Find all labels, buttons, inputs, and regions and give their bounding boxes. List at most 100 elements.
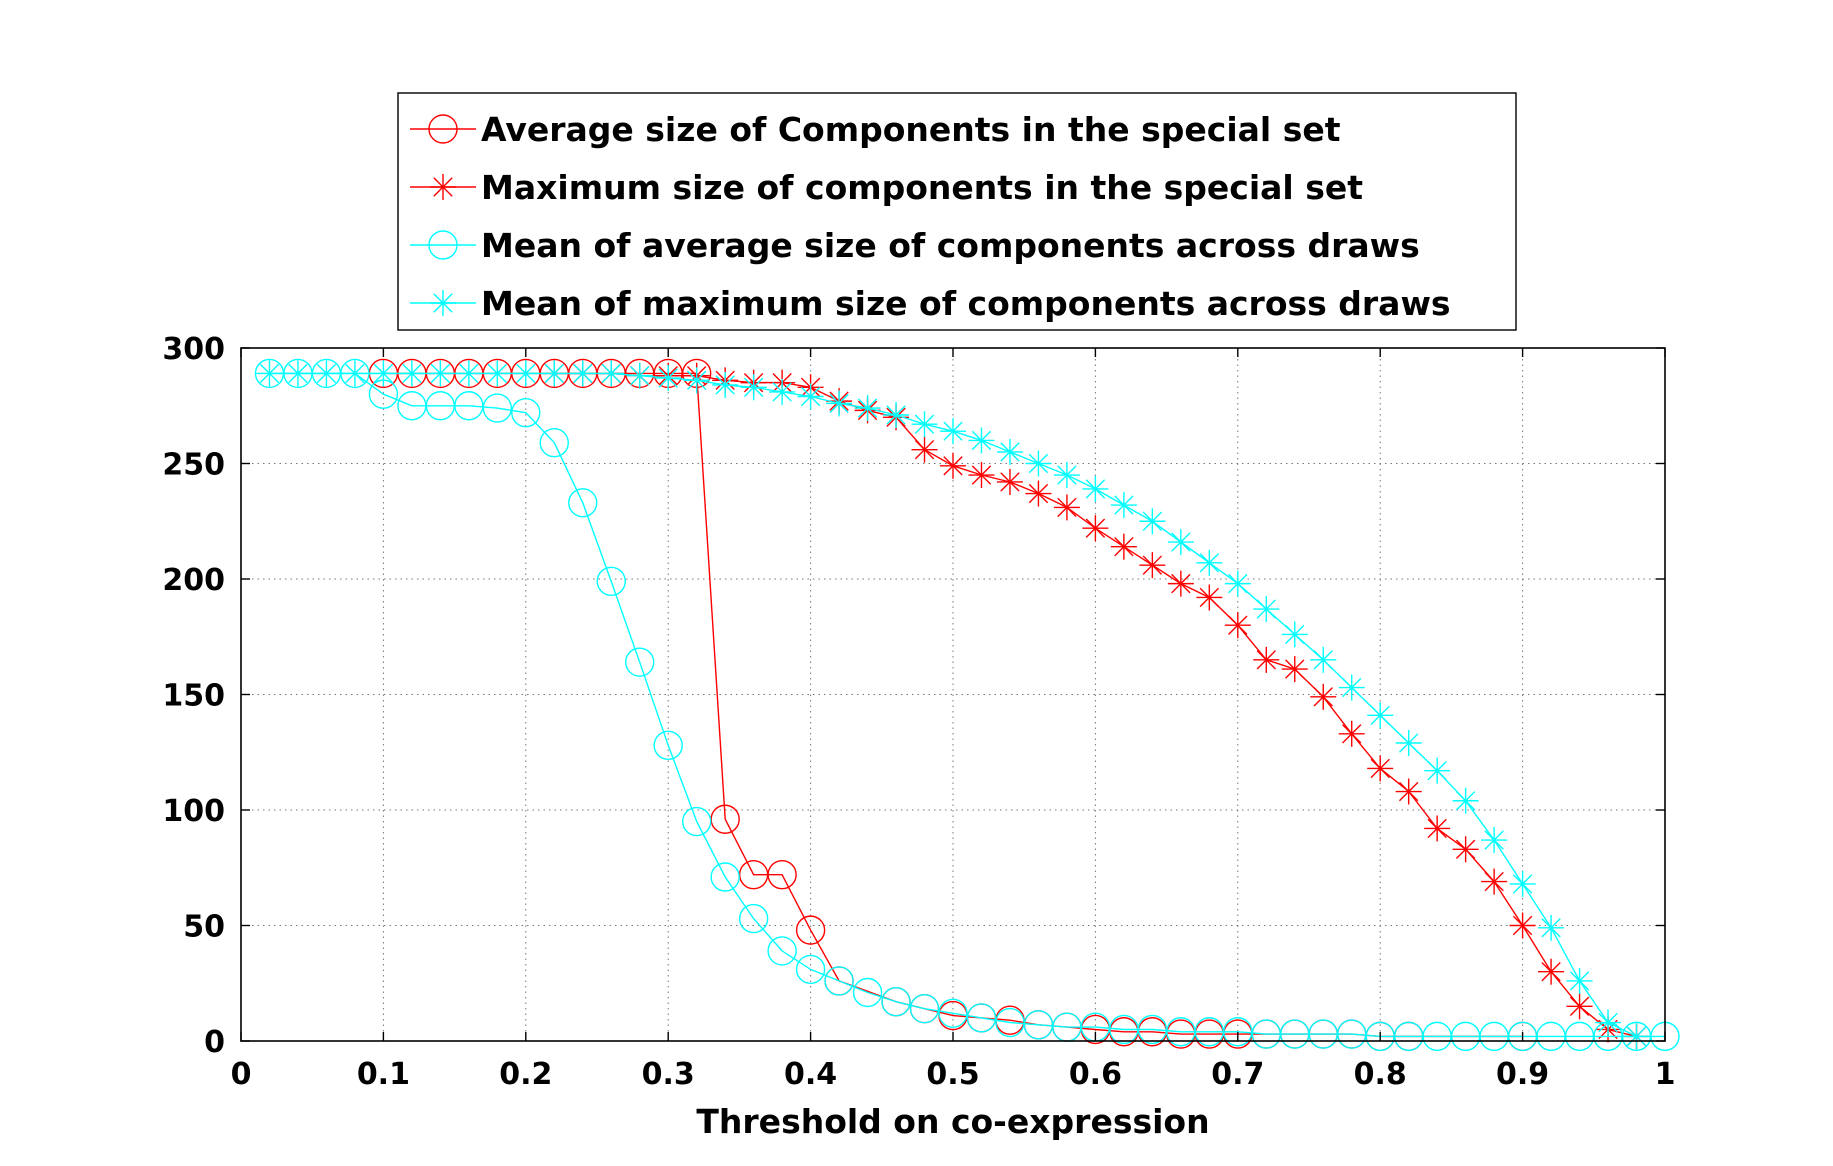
x-tick-label: 0.6 — [1069, 1057, 1122, 1092]
asterisk-marker — [1167, 529, 1194, 556]
legend-entry: Mean of average size of components acros… — [410, 226, 1420, 265]
asterisk-marker — [740, 374, 767, 401]
asterisk-marker — [1310, 646, 1337, 673]
x-tick-label: 0.5 — [926, 1057, 979, 1092]
x-tick-label: 0 — [231, 1057, 252, 1092]
asterisk-marker — [1538, 914, 1565, 941]
asterisk-marker — [1395, 778, 1422, 805]
legend-entry: Average size of Components in the specia… — [410, 110, 1341, 149]
asterisk-marker — [1395, 730, 1422, 757]
grid-lines — [241, 348, 1665, 1041]
circle-marker — [767, 859, 797, 890]
asterisk-marker — [427, 360, 454, 387]
series-line — [269, 372, 1665, 1038]
asterisk-marker — [1281, 621, 1308, 648]
asterisk-marker — [968, 427, 995, 454]
asterisk-marker — [769, 378, 796, 405]
asterisk-marker — [996, 468, 1023, 495]
asterisk-marker — [655, 365, 682, 392]
circle-marker — [511, 397, 541, 428]
circle-marker — [795, 954, 826, 985]
circle-marker — [795, 915, 826, 945]
asterisk-marker — [1481, 827, 1508, 854]
asterisk-marker — [883, 401, 910, 428]
asterisk-marker — [940, 452, 966, 479]
series-4 — [256, 360, 1650, 1050]
legend-label: Maximum size of components in the specia… — [481, 168, 1363, 207]
asterisk-marker — [1110, 533, 1137, 560]
legend-marker — [430, 290, 456, 316]
asterisk-marker — [512, 360, 539, 387]
axis-ticks: 0 0.1 0.2 0.3 0.4 0.5 0.6 0.7 0.8 0.9 1 0 50 100 150 20… — [162, 332, 1675, 1092]
asterisk-marker — [1196, 549, 1223, 576]
circle-marker — [653, 730, 683, 761]
legend-box — [397, 92, 1517, 331]
circle-marker — [938, 998, 968, 1028]
y-tick-label: 100 — [162, 794, 225, 829]
legend-entry: Maximum size of components in the specia… — [410, 168, 1363, 207]
legend-marker — [428, 114, 458, 144]
asterisk-marker — [313, 360, 340, 387]
asterisk-marker — [341, 360, 368, 387]
asterisk-marker — [996, 438, 1023, 465]
asterisk-marker — [1167, 570, 1194, 597]
asterisk-marker — [1139, 508, 1166, 535]
x-tick-label: 0.9 — [1496, 1057, 1549, 1092]
circle-marker — [909, 993, 940, 1024]
asterisk-marker — [1224, 612, 1251, 639]
x-tick-label: 0.1 — [357, 1057, 410, 1092]
asterisk-marker — [1082, 475, 1109, 502]
x-tick-label: 0.2 — [499, 1057, 552, 1092]
asterisk-marker — [256, 360, 283, 387]
asterisk-marker — [1082, 515, 1109, 542]
series-2 — [541, 360, 1650, 1050]
asterisk-marker — [683, 367, 710, 394]
asterisk-marker — [1253, 646, 1280, 673]
asterisk-marker — [284, 360, 311, 387]
asterisk-marker — [1053, 462, 1080, 489]
y-tick-label: 200 — [162, 563, 225, 598]
asterisk-marker — [826, 390, 853, 417]
asterisk-marker — [1110, 492, 1137, 519]
asterisk-marker — [1452, 787, 1479, 814]
asterisk-marker — [484, 360, 511, 387]
circle-marker — [539, 428, 569, 458]
y-tick-label: 250 — [162, 448, 225, 483]
asterisk-marker — [1139, 552, 1166, 579]
circle-marker — [596, 566, 626, 597]
asterisk-marker — [398, 360, 425, 387]
y-tick-label: 300 — [162, 332, 225, 367]
y-tick-label: 0 — [204, 1025, 225, 1060]
asterisk-marker — [1623, 1023, 1650, 1050]
asterisk-marker — [1509, 870, 1536, 897]
asterisk-marker — [911, 411, 938, 438]
asterisk-marker — [1025, 450, 1052, 477]
asterisk-marker — [940, 418, 966, 445]
asterisk-marker — [1452, 836, 1479, 863]
asterisk-marker — [1253, 596, 1280, 623]
asterisk-marker — [1196, 584, 1223, 611]
legend-label: Average size of Components in the specia… — [481, 110, 1341, 149]
x-axis-title: Threshold on co-expression — [696, 1102, 1209, 1141]
legend-marker — [428, 230, 458, 260]
asterisk-marker — [1424, 757, 1451, 784]
circle-marker — [482, 393, 513, 423]
asterisk-marker — [1595, 1009, 1622, 1036]
circle-marker — [738, 903, 769, 934]
asterisk-marker — [1481, 868, 1508, 895]
circle-marker — [881, 987, 911, 1017]
circle-marker — [625, 647, 655, 677]
asterisk-marker — [1338, 720, 1365, 747]
asterisk-marker — [1338, 674, 1365, 701]
circle-marker — [966, 1003, 997, 1033]
asterisk-marker — [1367, 755, 1394, 782]
x-tick-label: 0.4 — [784, 1057, 837, 1092]
asterisk-marker — [1224, 570, 1251, 597]
circle-marker — [681, 806, 712, 837]
circle-marker — [852, 977, 883, 1008]
asterisk-marker — [1367, 702, 1394, 729]
circle-marker — [767, 936, 797, 966]
asterisk-marker — [598, 360, 625, 387]
asterisk-marker — [1025, 480, 1052, 507]
